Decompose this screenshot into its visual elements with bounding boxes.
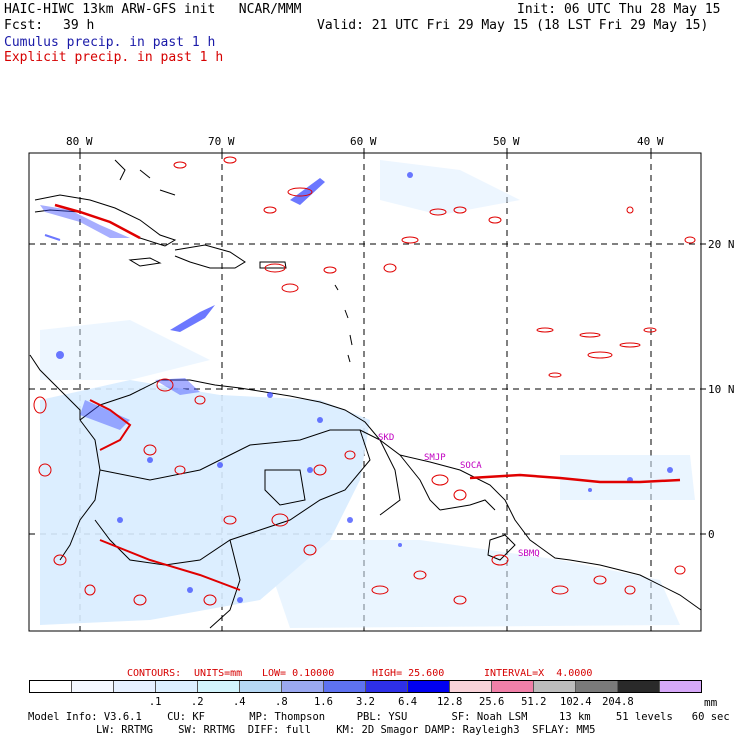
colorbar-label: 6.4 (398, 696, 418, 708)
colorbar-swatch (533, 681, 575, 692)
colorbar-label: .1 (148, 696, 162, 708)
lat-label-0: 0 (708, 528, 715, 541)
explicit-precip-legend: Explicit precip. in past 1 h (4, 50, 224, 65)
station-label: SOCA (460, 461, 482, 471)
contours-units: UNITS=mm (194, 668, 243, 679)
colorbar-label: 25.6 (479, 696, 505, 708)
model-title: HAIC-HIWC 13km ARW-GFS init NCAR/MMM (4, 2, 302, 17)
cumulus-precip-features (40, 172, 673, 603)
station-label: SKD (378, 433, 394, 443)
colorbar-swatch (365, 681, 407, 692)
colorbar-label: .4 (232, 696, 246, 708)
contours-interval: INTERVAL=X 4.0000 (484, 668, 593, 679)
colorbar-swatch (71, 681, 113, 692)
lat-label-20n: 20 N (708, 238, 735, 251)
colorbar-label: .8 (275, 696, 288, 708)
colorbar-swatch (617, 681, 659, 692)
contours-low: LOW= 0.10000 (262, 668, 335, 679)
colorbar-label: .2 (190, 696, 204, 708)
colorbar-swatch (113, 681, 155, 692)
colorbar-swatch (197, 681, 239, 692)
model-info-line2: LW: RRTMG SW: RRTMG DIFF: full KM: 2D Sm… (96, 724, 596, 736)
cumulus-precip-legend: Cumulus precip. in past 1 h (4, 35, 216, 50)
colorbar-label: 3.2 (356, 696, 375, 708)
contours-high: HIGH= 25.600 (372, 668, 445, 679)
colorbar-swatch (449, 681, 491, 692)
valid-time: Valid: 21 UTC Fri 29 May 15 (18 LST Fri … (317, 18, 709, 33)
colorbar-swatch (155, 681, 197, 692)
colorbar-swatch (575, 681, 617, 692)
colorbar-swatch (30, 681, 71, 692)
station-labels: SKD SMJP SOCA SBMQ (378, 433, 540, 559)
model-info-line1: Model Info: V3.6.1 CU: KF MP: Thompson P… (28, 711, 730, 723)
colorbar-label: 102.4 (560, 696, 592, 708)
lon-label-50w: 50 W (493, 135, 520, 148)
colorbar-label: 1.6 (313, 696, 333, 708)
precip-colorbar (29, 680, 702, 693)
explicit-precip-contours (33, 156, 696, 606)
contours-label: CONTOURS: (127, 668, 182, 679)
latitude-labels: 20 N 10 N 0 (708, 238, 735, 541)
colorbar-label: 204.8 (602, 696, 634, 708)
longitude-labels: 80 W 70 W 60 W 50 W 40 W (66, 135, 664, 148)
station-label: SBMQ (518, 549, 540, 559)
colorbar-label: 12.8 (436, 696, 463, 708)
init-time: Init: 06 UTC Thu 28 May 15 (517, 2, 721, 17)
colorbar-swatch (281, 681, 323, 692)
lon-label-70w: 70 W (208, 135, 235, 148)
colorbar-swatch (407, 681, 449, 692)
colorbar-unit: mm (704, 696, 718, 709)
lon-label-80w: 80 W (66, 135, 93, 148)
lon-label-40w: 40 W (637, 135, 664, 148)
colorbar-label: 51.2 (521, 696, 547, 708)
lon-label-60w: 60 W (350, 135, 377, 148)
coastlines (29, 159, 702, 629)
colorbar-swatch (491, 681, 533, 692)
colorbar-swatch (659, 681, 701, 692)
forecast-hour: 39 h (63, 18, 95, 33)
lat-label-10n: 10 N (708, 383, 735, 396)
station-label: SMJP (424, 453, 446, 463)
colorbar-swatch (239, 681, 281, 692)
forecast-label: Fcst: (4, 18, 44, 33)
colorbar-swatch (323, 681, 365, 692)
grid-ticks (79, 148, 706, 535)
